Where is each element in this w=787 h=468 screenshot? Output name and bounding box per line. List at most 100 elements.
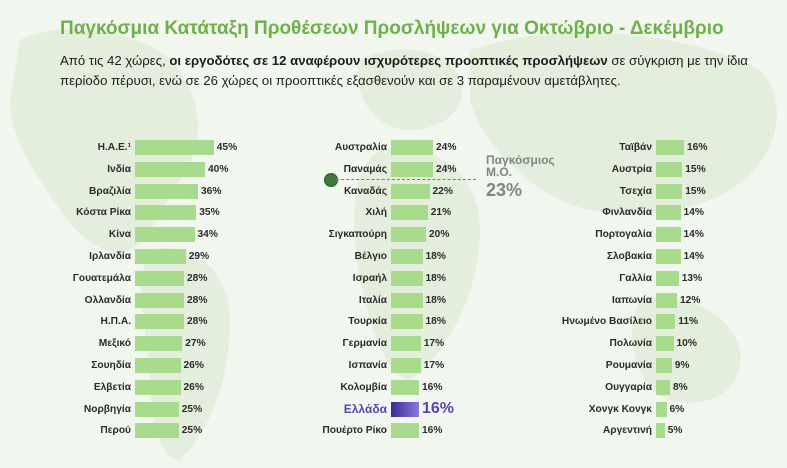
bar-label: Χονγκ Κονγκ xyxy=(588,403,652,415)
bar-value-label: 16% xyxy=(422,381,443,393)
bar-label: Μεξικό xyxy=(98,338,131,350)
bar-label: Βραζιλία xyxy=(89,185,131,197)
bar xyxy=(656,227,681,243)
bar-value-label: 28% xyxy=(187,316,208,328)
bar xyxy=(391,183,430,199)
bar-row: Ισπανία 17% xyxy=(0,357,787,379)
bar-label: Γουατεμάλα xyxy=(72,272,131,284)
bar-label: Η.Π.Α. xyxy=(100,316,131,328)
bar-value-label: 15% xyxy=(685,185,706,197)
bar-label: Αυστρία xyxy=(611,163,652,175)
bar-row: Πουέρτο Ρίκο 16% xyxy=(0,422,787,444)
bar-row: Η.Π.Α. 28% xyxy=(0,313,787,335)
bar xyxy=(135,314,184,330)
bar xyxy=(135,336,183,352)
bar-row: Ελβετία 26% xyxy=(0,379,787,401)
bar-value-label: 28% xyxy=(187,294,208,306)
bar xyxy=(656,249,681,264)
bar xyxy=(391,336,421,352)
global-average-label-line2: Μ.Ο. xyxy=(486,165,512,179)
bar xyxy=(391,161,433,177)
bar-label: Η.Α.Ε.¹ xyxy=(97,142,131,153)
bar-row: Βραζιλία 36% xyxy=(0,183,787,205)
bar xyxy=(391,205,428,221)
bar-row: Νορβηγία 25% xyxy=(0,401,787,423)
bar-value-label: 9% xyxy=(674,360,690,371)
bar-label: Ελλάδα xyxy=(343,401,387,416)
bar-label: Κόστα Ρίκα xyxy=(76,207,131,219)
bar-label: Φινλανδία xyxy=(602,207,652,219)
bar-row: Αυστραλία 24% xyxy=(0,139,787,161)
bar-value-label: 34% xyxy=(197,229,218,241)
bar-row: Ινδία 40% xyxy=(0,161,787,183)
bar xyxy=(391,423,419,439)
bar-value-label: 24% xyxy=(436,163,457,175)
bar-label: Καναδάς xyxy=(343,185,387,197)
bar-row: Ολλανδία 28% xyxy=(0,292,787,314)
bar-row: Ηνωμένο Βασίλειο 11% xyxy=(0,313,787,335)
bar-value-label: 25% xyxy=(181,425,203,437)
bar-label: Περού xyxy=(100,425,131,437)
bar-row: Καναδάς 22% xyxy=(0,183,787,205)
bar-label: Αυστραλία xyxy=(334,142,387,153)
bar-row: Ισραήλ 18% xyxy=(0,270,787,292)
bar-row: Αυστρία 15% xyxy=(0,161,787,183)
bar-value-label: 5% xyxy=(667,425,683,437)
bar-value-label: 45% xyxy=(216,142,238,153)
bar-label: Πουέρτο Ρίκο xyxy=(322,425,387,437)
bar-value-label: 29% xyxy=(188,251,210,262)
global-average-value: 23% xyxy=(486,180,523,200)
bar xyxy=(656,401,667,417)
bar xyxy=(135,227,195,243)
global-average-line xyxy=(336,179,476,180)
bar-label: Πορτογαλία xyxy=(595,229,652,241)
bar-label: Κολομβία xyxy=(340,381,387,393)
bar-label: Ιρλανδία xyxy=(89,251,131,262)
bar-label: Ιταλία xyxy=(358,294,387,306)
bar-label: Σουηδία xyxy=(91,360,131,371)
bar-label: Βέλγιο xyxy=(354,251,387,262)
bar-row: Χιλή 21% xyxy=(0,204,787,226)
bar xyxy=(391,249,423,264)
bar-row: Πορτογαλία 14% xyxy=(0,226,787,248)
bar xyxy=(656,140,684,155)
bar-row: Περού 25% xyxy=(0,422,787,444)
bar-row: Ιρλανδία 29% xyxy=(0,248,787,270)
bar xyxy=(656,336,674,352)
bar-value-label: 10% xyxy=(676,338,697,350)
bar-label: Κίνα xyxy=(108,229,131,241)
intro-bold: οι εργοδότες σε 12 αναφέρουν ισχυρότερες… xyxy=(169,53,608,68)
bar-value-label: 26% xyxy=(183,360,204,371)
bar-label: Ισπανία xyxy=(348,360,387,371)
bar-label: Αργεντινή xyxy=(602,425,652,437)
bar xyxy=(391,314,423,330)
bar xyxy=(656,379,670,395)
bar-label: Τσεχία xyxy=(619,185,652,197)
bar-label: Ισραήλ xyxy=(352,272,387,284)
bar xyxy=(391,227,426,243)
global-average-label-line1: Παγκόσμιος xyxy=(486,153,555,167)
intro-part2: σε σύγκριση με την ίδια περίοδο πέρυσι, … xyxy=(60,53,748,88)
bar-value-label: 11% xyxy=(678,316,699,328)
page-title: Παγκόσμια Κατάταξη Προθέσεων Προσλήψεων … xyxy=(60,18,724,39)
bar-row: Ιαπωνία 12% xyxy=(0,292,787,314)
bar xyxy=(135,205,197,221)
bar xyxy=(135,358,181,373)
bar-value-label: 6% xyxy=(669,403,685,415)
bar-row: Ρουμανία 9% xyxy=(0,357,787,379)
bar-label: Σιγκαπούρη xyxy=(328,229,387,241)
bar-label: Ρουμανία xyxy=(605,360,652,371)
bar-value-label: 24% xyxy=(436,142,457,153)
bar xyxy=(656,292,677,308)
bar-row: Γερμανία 17% xyxy=(0,335,787,357)
bar-row: Ελλάδα 16% xyxy=(0,400,787,423)
bar-row: Η.Α.Ε.¹ 45% xyxy=(0,139,787,161)
bar-row: Σλοβακία 14% xyxy=(0,248,787,270)
intro-text: Από τις 42 χώρες, οι εργοδότες σε 12 ανα… xyxy=(60,51,750,91)
bar-value-label: 18% xyxy=(425,251,446,262)
bar xyxy=(391,270,423,286)
bar-row: Αργεντινή 5% xyxy=(0,422,787,444)
bar-row: Βέλγιο 18% xyxy=(0,248,787,270)
bar xyxy=(135,292,184,308)
bar-value-label: 16% xyxy=(687,142,708,153)
